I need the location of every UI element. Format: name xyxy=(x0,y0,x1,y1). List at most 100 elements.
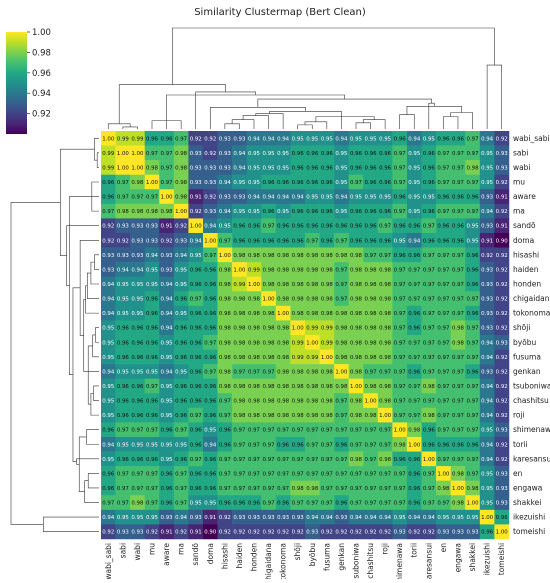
heatmap-cell xyxy=(377,495,393,511)
cell-value-label: 0.97 xyxy=(437,253,449,259)
cell-value-label: 0.94 xyxy=(481,136,494,142)
heatmap-cell xyxy=(144,320,160,336)
heatmap-cell xyxy=(232,189,247,205)
cell-value-label: 0.97 xyxy=(394,282,406,288)
heatmap-cell xyxy=(275,160,291,176)
cell-value-label: 0.96 xyxy=(379,180,392,186)
heatmap-cell xyxy=(392,305,408,321)
cell-value-label: 0.97 xyxy=(335,428,347,434)
cell-value-label: 0.94 xyxy=(146,253,159,259)
cell-value-label: 0.93 xyxy=(496,428,508,434)
cell-value-label: 0.96 xyxy=(365,151,378,157)
cell-value-label: 0.97 xyxy=(437,209,449,215)
heatmap-cell xyxy=(101,436,116,452)
cell-value-label: 0.96 xyxy=(292,165,305,171)
heatmap-cell xyxy=(232,334,247,350)
cell-value-label: 0.92 xyxy=(408,530,420,536)
heatmap-cell xyxy=(202,349,218,365)
heatmap-cell xyxy=(494,189,510,205)
cell-value-label: 0.96 xyxy=(146,326,159,332)
heatmap-cell xyxy=(377,334,393,350)
heatmap-cell xyxy=(144,203,160,219)
cell-value-label: 0.94 xyxy=(175,515,188,521)
cell-value-label: 0.95 xyxy=(175,267,187,273)
heatmap-cell xyxy=(188,203,204,219)
cell-value-label: 0.97 xyxy=(277,486,289,492)
cell-value-label: 0.98 xyxy=(219,311,232,317)
heatmap-cell xyxy=(479,436,495,452)
heatmap-cell xyxy=(494,407,510,423)
cell-value-label: 0.93 xyxy=(306,530,318,536)
heatmap-cell xyxy=(144,174,160,190)
cell-value-label: 0.96 xyxy=(102,486,115,492)
heatmap-cell xyxy=(377,509,393,525)
cell-value-label: 0.97 xyxy=(467,413,479,419)
heatmap-cell xyxy=(130,364,146,379)
heatmap-cell xyxy=(392,276,408,292)
heatmap-cell xyxy=(261,378,277,394)
heatmap-cell xyxy=(188,247,204,263)
heatmap-cell xyxy=(363,174,379,190)
heatmap-cell xyxy=(144,218,160,234)
cell-value-label: 0.98 xyxy=(306,413,319,419)
cell-value-label: 0.96 xyxy=(437,195,450,201)
cell-value-label: 0.94 xyxy=(204,442,217,448)
heatmap-cell xyxy=(115,451,131,467)
heatmap-cell xyxy=(334,160,349,176)
cell-value-label: 0.97 xyxy=(467,136,479,142)
cell-value-label: 0.96 xyxy=(131,399,144,405)
heatmap-cell xyxy=(363,262,379,277)
heatmap-cell xyxy=(290,174,306,190)
heatmap-cell xyxy=(144,422,160,438)
cell-value-label: 0.96 xyxy=(102,471,115,477)
cell-value-label: 0.96 xyxy=(292,224,305,230)
cell-value-label: 0.95 xyxy=(131,282,143,288)
cell-value-label: 0.99 xyxy=(321,340,334,346)
cell-value-label: 0.91 xyxy=(496,224,508,230)
heatmap-cell xyxy=(436,334,451,350)
heatmap-cell xyxy=(363,451,379,467)
cell-value-label: 0.94 xyxy=(161,297,174,303)
cell-value-label: 0.98 xyxy=(335,340,348,346)
heatmap-cell xyxy=(173,276,189,292)
cell-value-label: 0.98 xyxy=(321,369,334,375)
heatmap-cell xyxy=(319,364,335,379)
heatmap-cell xyxy=(494,291,510,307)
cell-value-label: 0.97 xyxy=(117,486,129,492)
cell-value-label: 0.95 xyxy=(350,136,362,142)
heatmap-cell xyxy=(115,378,131,394)
cell-value-label: 0.97 xyxy=(204,369,216,375)
heatmap-cell xyxy=(202,203,218,219)
cell-value-label: 0.96 xyxy=(467,311,480,317)
cell-value-label: 0.92 xyxy=(496,267,508,273)
cell-value-label: 0.96 xyxy=(131,384,144,390)
heatmap-cell xyxy=(392,232,408,248)
heatmap-cell xyxy=(465,247,481,263)
cell-value-label: 0.96 xyxy=(102,428,115,434)
cell-value-label: 0.92 xyxy=(496,457,508,463)
column-label: genkan xyxy=(337,543,346,571)
heatmap-cell xyxy=(348,218,364,234)
heatmap-cell xyxy=(130,524,146,540)
row-label: hisashi xyxy=(513,250,539,259)
cell-value-label: 0.97 xyxy=(277,471,289,477)
heatmap-cell xyxy=(188,334,204,350)
heatmap-cell xyxy=(363,436,379,452)
cell-value-label: 0.97 xyxy=(379,486,391,492)
cell-value-label: 0.97 xyxy=(379,442,391,448)
heatmap-cell xyxy=(232,131,247,146)
heatmap-cell xyxy=(246,334,262,350)
heatmap-cell xyxy=(392,247,408,263)
cell-value-label: 0.93 xyxy=(190,165,202,171)
heatmap-cell xyxy=(348,262,364,277)
cell-value-label: 0.96 xyxy=(233,224,246,230)
cell-value-label: 0.97 xyxy=(190,457,202,463)
cell-value-label: 0.93 xyxy=(117,224,129,230)
heatmap-cell xyxy=(188,393,204,409)
heatmap-cell xyxy=(392,378,408,394)
heatmap-cell xyxy=(173,232,189,248)
cell-value-label: 0.94 xyxy=(481,209,494,215)
cell-value-label: 0.92 xyxy=(496,384,508,390)
heatmap-cell xyxy=(494,247,510,263)
cell-value-label: 0.96 xyxy=(423,180,436,186)
